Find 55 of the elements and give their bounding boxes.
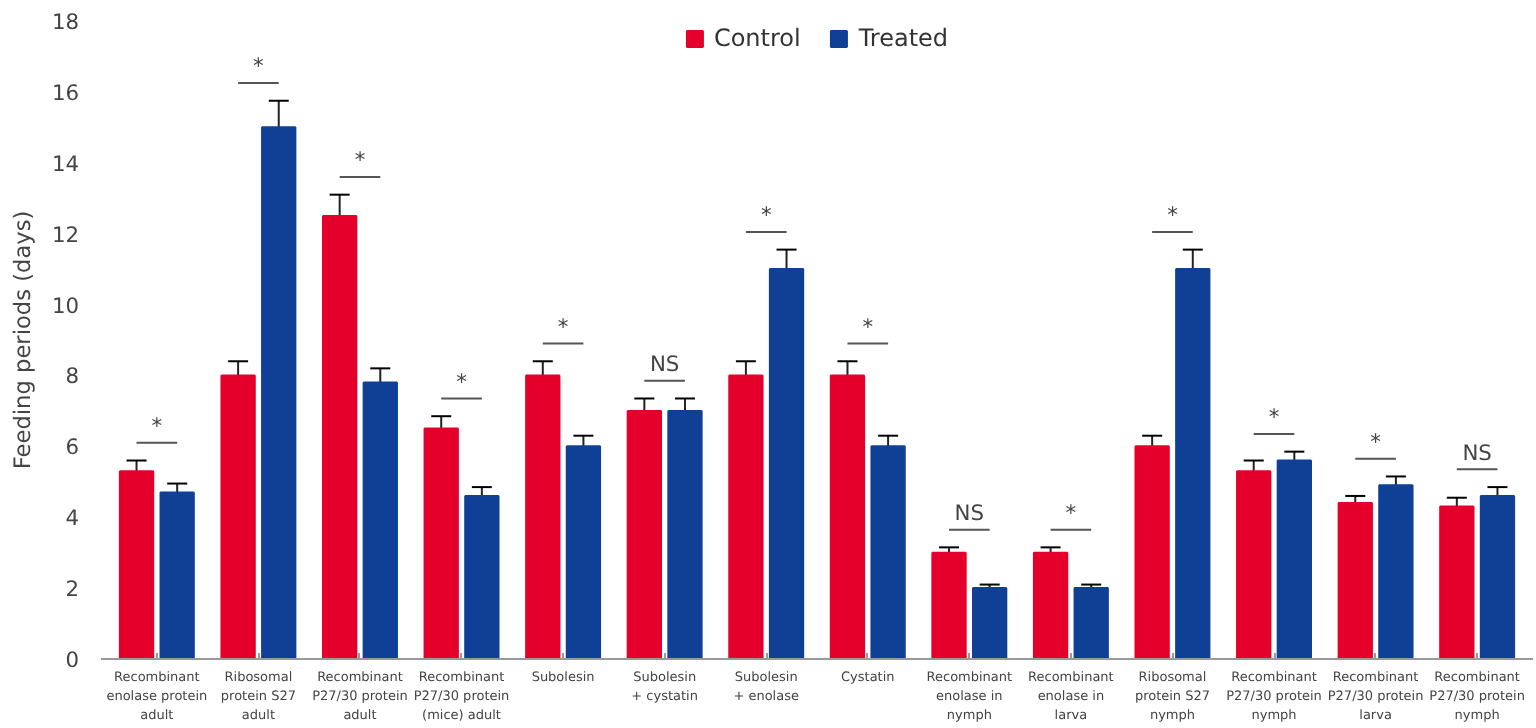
y-tick-label: 6 <box>65 434 80 461</box>
y-tick-label: 2 <box>65 576 79 603</box>
annotation: * <box>456 368 469 395</box>
y-tick-label: 8 <box>65 363 80 390</box>
y-tick-label: 4 <box>65 505 80 532</box>
bar <box>423 427 459 659</box>
bar <box>464 494 500 659</box>
annotation: * <box>1370 429 1383 456</box>
bar <box>1337 502 1373 659</box>
annotation: * <box>862 314 875 340</box>
bar <box>261 126 297 659</box>
annotation: * <box>354 147 367 174</box>
annotation: * <box>253 53 266 80</box>
y-tick-label: 14 <box>51 150 80 177</box>
annotation: * <box>1065 500 1078 527</box>
bar <box>768 268 805 659</box>
bar <box>1378 484 1414 659</box>
bar <box>1073 587 1109 659</box>
bar <box>220 374 256 659</box>
legend-label: Control <box>713 24 801 52</box>
y-tick-label: 0 <box>65 647 80 673</box>
bar <box>667 409 703 659</box>
bar <box>362 381 398 659</box>
annotation: * <box>151 413 164 440</box>
y-tick-label: 10 <box>51 292 80 319</box>
annotation: * <box>1268 404 1281 431</box>
y-tick-label: 16 <box>51 79 80 106</box>
y-tick-label: 12 <box>51 221 80 248</box>
bar <box>1276 459 1312 659</box>
bar <box>829 374 866 659</box>
annotation: NS <box>649 351 680 378</box>
bar <box>565 445 602 659</box>
bar <box>1479 494 1516 659</box>
bar <box>972 587 1008 659</box>
bar <box>870 445 906 659</box>
bar <box>728 374 764 659</box>
bar <box>1175 268 1211 659</box>
bar <box>1134 445 1170 659</box>
bar <box>931 551 967 659</box>
bar <box>322 214 358 659</box>
annotation: * <box>1167 202 1180 229</box>
bar <box>159 491 195 659</box>
y-axis-title: Feeding periods (days) <box>7 210 36 470</box>
y-tick-label: 18 <box>51 9 80 35</box>
annotation: NS <box>954 500 985 527</box>
bar <box>1032 551 1069 659</box>
annotation: * <box>557 314 570 340</box>
bar <box>1439 505 1475 659</box>
annotation: * <box>760 202 773 229</box>
bar <box>1236 470 1272 659</box>
legend-label: Treated <box>858 24 949 52</box>
annotation: NS <box>1462 439 1493 466</box>
bar <box>118 470 155 659</box>
bar <box>525 374 561 659</box>
bar <box>626 409 662 659</box>
